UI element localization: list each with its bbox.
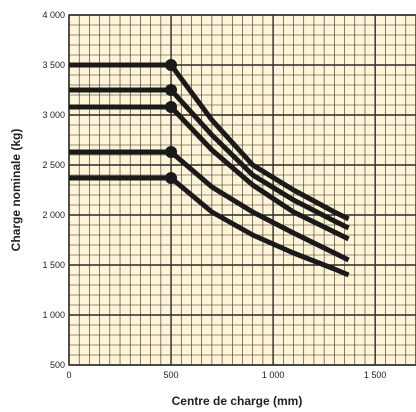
x-tick-label: 0 bbox=[66, 370, 71, 380]
y-tick-label: 500 bbox=[50, 360, 65, 370]
x-tick-label: 1 000 bbox=[262, 370, 285, 380]
y-tick-label: 2 000 bbox=[42, 210, 65, 220]
x-tick-label: 500 bbox=[164, 370, 179, 380]
y-tick-label: 1 000 bbox=[42, 310, 65, 320]
series-knee-point-4 bbox=[165, 146, 178, 158]
y-tick-labels: 500 1 000 1 500 2 000 2 500 3 000 3 500 4 000 bbox=[42, 10, 65, 370]
y-axis-title: Charge nominale (kg) bbox=[9, 129, 23, 252]
y-tick-label: 3 000 bbox=[42, 110, 65, 120]
plot-border bbox=[68, 14, 416, 366]
series-knee-point-1 bbox=[165, 59, 178, 71]
series-knee-point-2 bbox=[165, 84, 178, 96]
series-knee-point-5 bbox=[165, 172, 178, 184]
y-tick-label: 4 000 bbox=[42, 10, 65, 20]
x-tick-labels: 0 500 1 000 1 500 bbox=[66, 370, 386, 380]
y-tick-label: 3 500 bbox=[42, 60, 65, 70]
x-tick-label: 1 500 bbox=[364, 370, 387, 380]
series-layer bbox=[69, 59, 350, 278]
x-axis-title: Centre de charge (mm) bbox=[172, 394, 303, 408]
y-tick-label: 1 500 bbox=[42, 260, 65, 270]
series-knee-point-3 bbox=[165, 101, 178, 113]
y-tick-label: 2 500 bbox=[42, 160, 65, 170]
